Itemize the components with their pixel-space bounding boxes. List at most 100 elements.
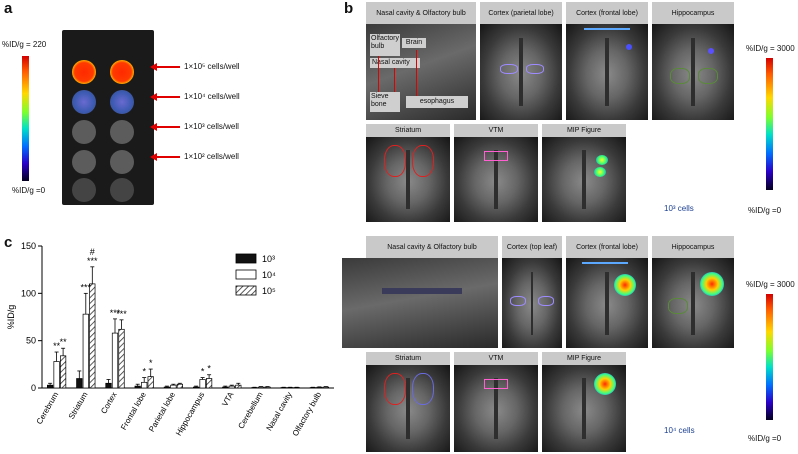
- tile-title-mip-top: MIP Figure: [542, 124, 626, 137]
- tile-title-hippocampus-bottom: Hippocampus: [652, 236, 734, 258]
- bar-1-hippocampus: [193, 386, 200, 389]
- significance-mark: *: [149, 358, 153, 368]
- bar-3-hippocampus: [206, 378, 213, 389]
- legend-label: 10⁵: [262, 286, 276, 296]
- bar-1-cortex: [105, 382, 112, 389]
- roi-outline-left: [668, 298, 688, 314]
- significance-mark: *: [142, 367, 146, 377]
- scan-cortex-frontal-top: [566, 24, 648, 120]
- y-tick-label: 50: [26, 336, 36, 346]
- bar-1-cerebrum: [46, 384, 54, 389]
- x-tick-label: Parietal lobe: [147, 390, 177, 433]
- x-tick-label: VTA: [220, 390, 236, 408]
- hotspot: [700, 272, 724, 296]
- significance-mark: **: [53, 341, 61, 351]
- well-plate-image: [62, 30, 154, 205]
- panel-b-bottom-scale-top: %ID/g = 3000: [746, 280, 795, 289]
- pointer-line-2: [394, 68, 395, 100]
- arrow-head-1e3: [150, 123, 157, 131]
- tile-title-nasal-bottom: Nasal cavity & Olfactory bulb: [366, 236, 498, 258]
- cells-label-bottom: 10⁴ cells: [664, 426, 695, 435]
- hotspot: [594, 373, 616, 395]
- arrow-head-1e2: [150, 153, 157, 161]
- roi-outline: [484, 151, 508, 161]
- x-tick-label: Cortex: [99, 391, 119, 416]
- x-tick-label: Frontal lobe: [119, 390, 148, 432]
- bar-1-frontal-lobe: [134, 385, 141, 389]
- x-tick-label: Nasal cavity: [265, 391, 294, 433]
- hotspot: [614, 274, 636, 296]
- hotspot-1: [596, 155, 608, 165]
- significance-mark: ***: [110, 308, 121, 318]
- roi-outline-left: [384, 145, 406, 177]
- inset-olfactory-bulb: Olfactory bulb: [370, 34, 400, 56]
- scan-cortex-top-leaf-bottom: [502, 258, 562, 348]
- bar-2-olfactory-bulb: [316, 386, 323, 389]
- well-1e4-right: [110, 90, 134, 114]
- inset-brain: Brain: [402, 38, 426, 48]
- tile-title-vtm-bottom: VTM: [454, 352, 538, 365]
- x-tick-label: Olfactory bulb: [291, 390, 324, 438]
- roi-outline-right: [526, 64, 544, 74]
- well-empty-left: [72, 178, 96, 202]
- well-1e2-right: [110, 150, 134, 174]
- scan-mip-top: [542, 137, 626, 222]
- inset-sieve-bone: Sieve bone: [370, 92, 400, 112]
- legend-swatch: [235, 253, 257, 264]
- hotspot: [708, 48, 714, 54]
- tile-title-cortex-parietal: Cortex (parietal lobe): [480, 2, 562, 24]
- well-1e5-right: [110, 60, 134, 84]
- arrow-line-1e2: [156, 156, 180, 158]
- well-1e3-right: [110, 120, 134, 144]
- roi-outline-left: [510, 296, 526, 306]
- bar-3-parietal-lobe: [176, 383, 183, 389]
- inset-esophagus: esophagus: [406, 96, 468, 108]
- tile-title-striatum-top: Striatum: [366, 124, 450, 137]
- hotspot-2: [594, 167, 606, 177]
- significance-mark: *: [207, 364, 211, 374]
- tile-title-vtm-top: VTM: [454, 124, 538, 137]
- panel-b-bottom-scale-bottom: %ID/g =0: [748, 434, 782, 443]
- inset-nasal-cavity: Nasal cavity: [370, 58, 420, 68]
- roi-outline: [484, 379, 508, 389]
- arrow-head-1e5: [150, 63, 157, 71]
- bar-2-cerebellum: [257, 386, 265, 389]
- significance-mark: ***: [81, 282, 92, 292]
- roi-outline-right: [412, 145, 434, 177]
- hotspot: [626, 44, 632, 50]
- scan-striatum-top: [366, 137, 450, 222]
- panel-a-scale-bottom: %ID/g =0: [12, 186, 46, 195]
- arrow-line-1e4: [156, 96, 180, 98]
- bar-3-cortex: [118, 328, 125, 389]
- y-tick-label: 0: [31, 383, 36, 393]
- cells-label-top: 10³ cells: [664, 204, 694, 213]
- pointer-line-1: [378, 56, 379, 100]
- y-tick-label: 100: [21, 288, 36, 298]
- legend-label: 10³: [262, 254, 275, 264]
- scan-cortex-frontal-bottom: [566, 258, 648, 348]
- tile-title-cortex-frontal-bottom: Cortex (frontal lobe): [566, 236, 648, 258]
- y-tick-label: 150: [21, 241, 36, 251]
- panel-b-top-colorbar: [766, 58, 773, 190]
- significance-mark: *: [201, 367, 205, 377]
- nasal-band: [382, 288, 462, 294]
- x-tick-label: Cerebellum: [236, 390, 264, 430]
- scan-nasal-sagittal-top: Olfactory bulb Brain Nasal cavity Sieve …: [366, 24, 476, 120]
- tile-title-striatum-bottom: Striatum: [366, 352, 450, 365]
- bar-chart: 0 50 100 150 %ID/g Cerebrum Striatum Cortex Fron…: [6, 241, 334, 438]
- x-tick-label: Striatum: [67, 390, 90, 421]
- legend-swatch: [235, 285, 257, 296]
- roi-outline-left: [384, 373, 406, 405]
- scan-hippocampus-bottom: [652, 258, 734, 348]
- bar-2-frontal-lobe: [141, 381, 148, 389]
- roi-outline-left: [670, 68, 690, 84]
- panel-a-scale-top: %ID/g = 220: [2, 40, 47, 49]
- bar-1-vta: [222, 386, 229, 389]
- legend-label: 10⁴: [262, 270, 276, 280]
- bar-2-striatum: [82, 313, 89, 389]
- bar-3-frontal-lobe: [147, 376, 154, 389]
- panel-label-b: b: [344, 0, 354, 17]
- significance-mark: **: [60, 337, 68, 347]
- scan-hippocampus-top: [652, 24, 734, 120]
- panel-label-c: c: [4, 234, 13, 251]
